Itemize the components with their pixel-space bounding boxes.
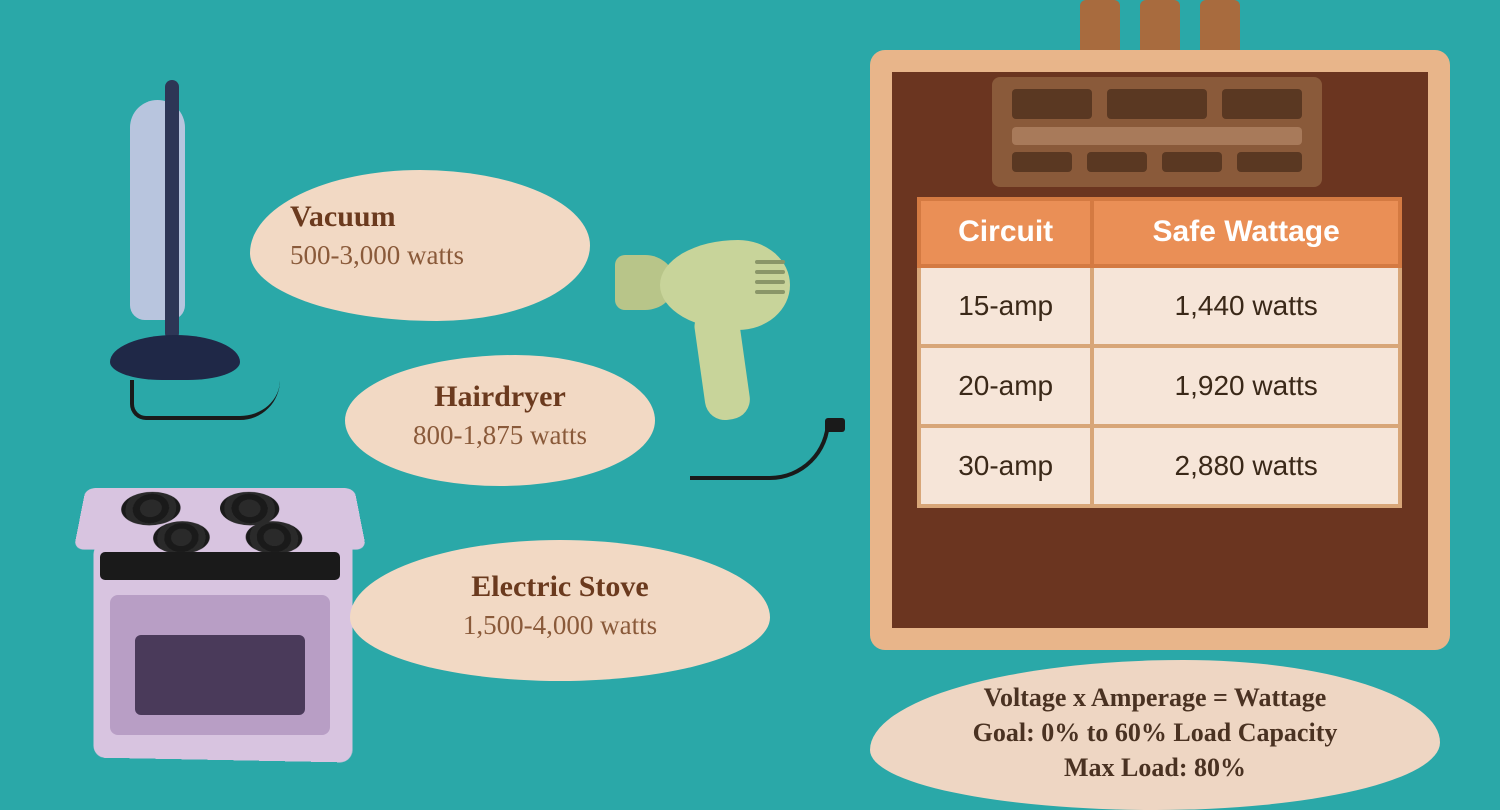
wattage-cell: 1,440 watts xyxy=(1092,266,1400,346)
vacuum-watts: 500-3,000 watts xyxy=(290,240,550,271)
hairdryer-title: Hairdryer xyxy=(365,380,635,414)
table-row: 30-amp 2,880 watts xyxy=(919,426,1400,506)
formula-equation: Voltage x Amperage = Wattage xyxy=(900,680,1410,715)
formula-max: Max Load: 80% xyxy=(900,750,1410,785)
table-row: 15-amp 1,440 watts xyxy=(919,266,1400,346)
stove-title: Electric Stove xyxy=(380,570,740,604)
wattage-cell: 2,880 watts xyxy=(1092,426,1400,506)
wattage-cell: 1,920 watts xyxy=(1092,346,1400,426)
circuit-wattage-table: Circuit Safe Wattage 15-amp 1,440 watts … xyxy=(917,197,1402,508)
table-header-circuit: Circuit xyxy=(919,199,1092,266)
circuit-cell: 20-amp xyxy=(919,346,1092,426)
formula-goal: Goal: 0% to 60% Load Capacity xyxy=(900,715,1410,750)
circuit-cell: 30-amp xyxy=(919,426,1092,506)
breaker-box-icon xyxy=(992,77,1322,187)
vacuum-bubble: Vacuum 500-3,000 watts xyxy=(250,170,590,321)
stove-bubble: Electric Stove 1,500-4,000 watts xyxy=(350,540,770,681)
table-row: 20-amp 1,920 watts xyxy=(919,346,1400,426)
circuit-cell: 15-amp xyxy=(919,266,1092,346)
hairdryer-watts: 800-1,875 watts xyxy=(365,420,635,451)
stove-watts: 1,500-4,000 watts xyxy=(380,610,740,641)
table-header-wattage: Safe Wattage xyxy=(1092,199,1400,266)
vacuum-title: Vacuum xyxy=(290,200,550,234)
stove-icon xyxy=(80,480,360,770)
formula-bubble: Voltage x Amperage = Wattage Goal: 0% to… xyxy=(870,660,1440,810)
electrical-panel: Circuit Safe Wattage 15-amp 1,440 watts … xyxy=(870,20,1450,660)
vacuum-icon xyxy=(70,80,240,420)
hairdryer-bubble: Hairdryer 800-1,875 watts xyxy=(345,355,655,486)
